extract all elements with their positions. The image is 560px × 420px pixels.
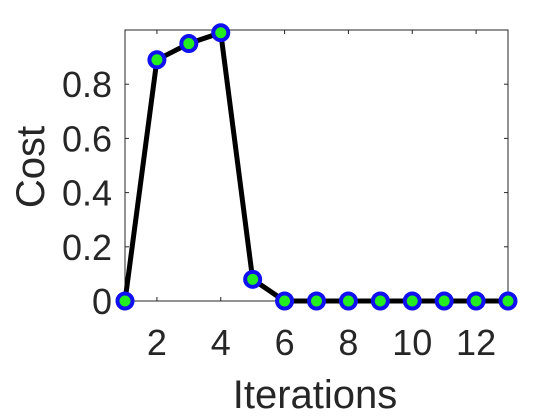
data-point [115,291,135,311]
data-point [498,291,518,311]
y-tick-label: 0.8 [62,64,112,105]
data-point [147,50,167,70]
y-axis-label: Cost [9,126,53,208]
data-point [338,291,358,311]
data-point [243,269,263,289]
data-point [307,291,326,311]
y-tick-label: 0 [92,281,112,322]
x-axis-ticks: 2 4 6 8 10 12 [147,30,496,363]
plot-area [124,29,509,302]
x-axis-label: Iterations [233,373,398,417]
data-point [211,23,231,43]
data-point [402,291,422,311]
x-tick-label: 6 [275,322,295,363]
data-point [275,291,295,311]
data-point [434,291,454,311]
y-tick-label: 0.2 [62,227,112,268]
plot-frame [124,29,509,302]
y-tick-label: 0.6 [62,118,112,159]
y-axis-ticks: 0 0.2 0.4 0.6 0.8 [62,64,508,322]
x-tick-label: 12 [456,322,496,363]
y-tick-label: 0.4 [62,173,112,214]
data-point [370,291,390,311]
cost-series-line [122,30,508,304]
series-group [115,23,518,311]
x-tick-label: 4 [211,322,231,363]
data-point [179,34,199,54]
x-tick-label: 2 [147,322,167,363]
x-tick-label: 8 [338,322,358,363]
x-tick-label: 10 [392,322,432,363]
data-point [466,291,486,311]
